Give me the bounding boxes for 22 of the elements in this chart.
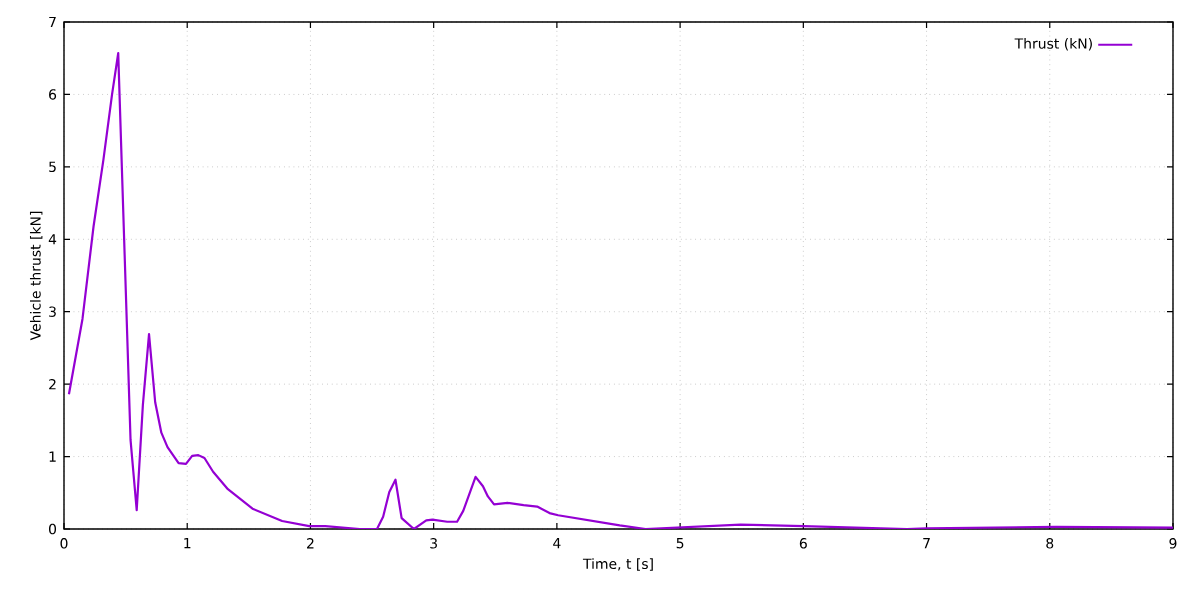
y-tick-label: 5: [49, 161, 56, 173]
y-tick-label: 2: [49, 378, 56, 390]
x-tick-label: 2: [307, 538, 314, 549]
y-tick-label: 1: [49, 451, 56, 462]
y-tick-label: 3: [49, 306, 56, 317]
y-tick-label: 7: [49, 16, 56, 28]
x-tick-label: 1: [184, 538, 191, 549]
y-axis-title: Vehicle thrust [kN]: [29, 211, 43, 341]
legend-label: Thrust (kN): [1014, 37, 1092, 51]
x-tick-label: 5: [676, 538, 684, 549]
x-tick-label: 8: [1046, 538, 1054, 549]
y-tick-label: 6: [49, 89, 57, 100]
y-tick-label: 0: [48, 523, 57, 535]
x-axis-title: Time, t [s]: [582, 558, 653, 571]
x-tick-label: 4: [553, 538, 561, 549]
x-tick-label: 9: [1169, 538, 1177, 549]
y-tick-label: 4: [48, 234, 57, 245]
x-tick-label: 0: [60, 538, 68, 549]
x-tick-label: 6: [799, 538, 807, 549]
x-tick-label: 3: [430, 538, 437, 549]
x-tick-label: 7: [923, 538, 930, 549]
line-series: [67, 52, 1173, 529]
